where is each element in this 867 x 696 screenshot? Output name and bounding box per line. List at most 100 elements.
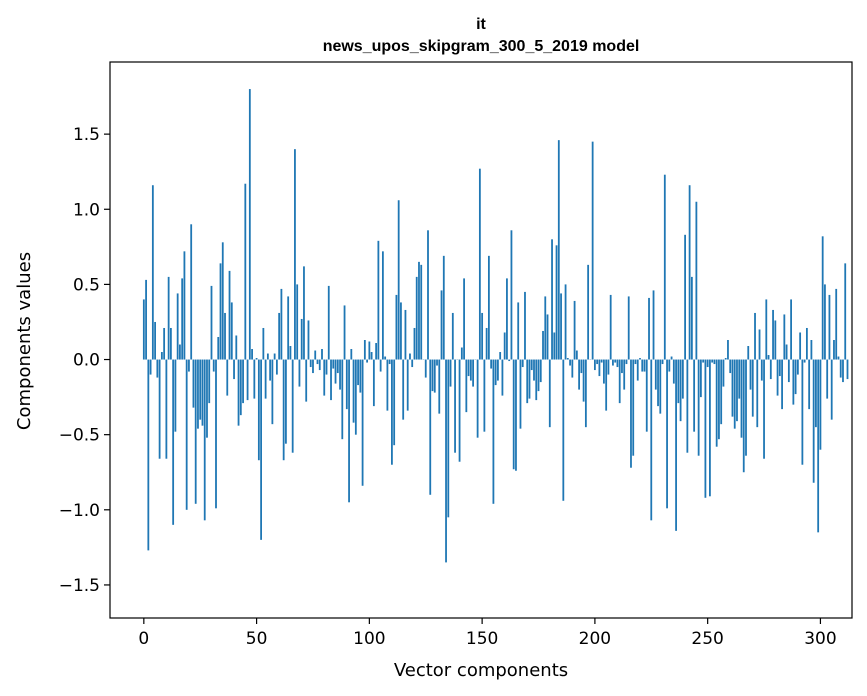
y-tick-label: 1.0 xyxy=(73,200,100,220)
bar xyxy=(386,359,389,411)
bar xyxy=(596,359,599,365)
bar xyxy=(763,359,765,459)
bar xyxy=(742,359,745,473)
bar xyxy=(815,359,817,428)
bar xyxy=(645,359,648,432)
bar xyxy=(391,359,393,465)
x-tick-label: 50 xyxy=(246,629,268,649)
bar xyxy=(359,359,362,393)
bar xyxy=(384,356,387,360)
bar xyxy=(251,349,253,360)
bar xyxy=(449,359,452,387)
bar xyxy=(330,359,332,401)
bar xyxy=(208,359,211,404)
bar xyxy=(587,264,590,360)
bar xyxy=(668,359,671,372)
bar xyxy=(569,359,571,366)
bar xyxy=(528,359,531,399)
bar xyxy=(623,359,626,390)
bar xyxy=(718,359,720,440)
bar xyxy=(400,302,402,360)
bar xyxy=(571,359,574,378)
bar xyxy=(334,359,337,384)
bar xyxy=(163,327,166,360)
bar xyxy=(388,359,391,365)
bar xyxy=(584,359,587,428)
bar xyxy=(370,352,373,360)
bar xyxy=(440,290,443,360)
bar xyxy=(278,312,281,360)
bar xyxy=(625,359,628,365)
bar xyxy=(830,359,833,420)
bar xyxy=(188,359,190,372)
bar xyxy=(361,359,364,486)
bar xyxy=(318,359,321,371)
bar xyxy=(526,359,529,404)
bar xyxy=(305,359,308,402)
bar xyxy=(312,359,314,374)
bar xyxy=(269,359,272,381)
y-tick-label: 0.0 xyxy=(73,351,100,371)
bar xyxy=(824,284,826,360)
bar xyxy=(294,149,296,360)
bar xyxy=(212,359,215,372)
bar xyxy=(151,185,154,360)
bar xyxy=(837,356,840,360)
bar xyxy=(424,359,427,378)
bar xyxy=(593,359,596,371)
bar xyxy=(255,358,258,360)
bar xyxy=(197,359,199,429)
bar xyxy=(729,359,732,374)
bar xyxy=(603,359,605,384)
bar xyxy=(799,332,802,360)
bar xyxy=(395,294,398,360)
bar xyxy=(194,359,197,504)
bar xyxy=(530,359,533,371)
bar xyxy=(289,346,292,360)
bar xyxy=(174,359,177,432)
bar xyxy=(492,359,495,504)
bar xyxy=(826,359,829,399)
bar xyxy=(627,296,630,360)
bar xyxy=(447,359,450,518)
bar xyxy=(427,230,429,360)
bar xyxy=(323,359,326,396)
bar xyxy=(819,359,822,450)
bar xyxy=(203,359,206,521)
bar xyxy=(368,341,371,360)
bar xyxy=(670,356,673,360)
bar xyxy=(497,359,499,381)
bar xyxy=(181,278,184,360)
bar xyxy=(499,352,502,360)
bar xyxy=(465,359,468,413)
bar xyxy=(233,359,235,380)
bar xyxy=(354,359,357,435)
bar xyxy=(564,284,567,360)
bar xyxy=(248,89,251,360)
plot-area-frame xyxy=(109,61,853,619)
bar xyxy=(641,359,644,372)
y-tick-label: −1.0 xyxy=(59,501,100,521)
bar xyxy=(366,359,368,363)
bar xyxy=(715,359,718,447)
bar xyxy=(375,343,378,360)
bar xyxy=(321,349,323,360)
bar xyxy=(566,358,569,360)
bar xyxy=(393,359,396,446)
bar xyxy=(758,329,761,360)
bar xyxy=(332,359,335,369)
bar xyxy=(282,359,285,461)
bar xyxy=(643,359,646,372)
bar xyxy=(796,359,799,375)
bar xyxy=(215,359,217,509)
bar xyxy=(262,327,265,360)
bar xyxy=(778,359,781,377)
bar xyxy=(688,185,691,360)
bar xyxy=(517,302,520,360)
bar xyxy=(690,276,693,360)
bar xyxy=(404,309,407,360)
bar xyxy=(607,359,610,375)
bar xyxy=(228,270,231,360)
bar xyxy=(481,312,484,360)
